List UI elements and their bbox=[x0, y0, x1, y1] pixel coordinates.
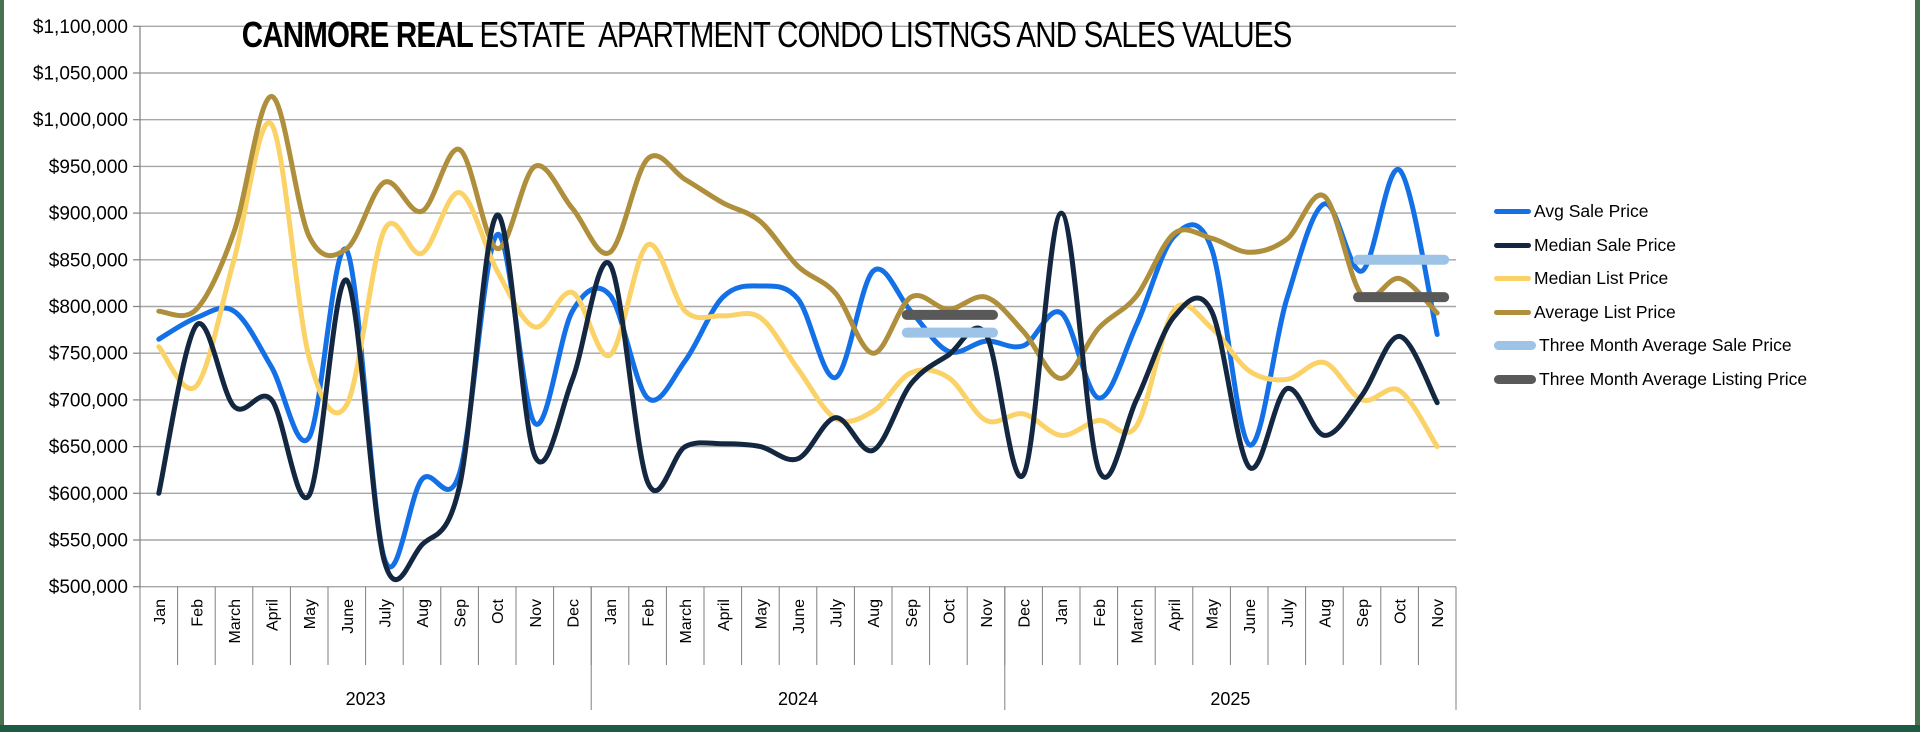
y-axis-label: $900,000 bbox=[49, 204, 128, 225]
y-axis-label: $750,000 bbox=[49, 344, 128, 365]
chart-border-left bbox=[0, 0, 4, 732]
month-label: Oct bbox=[490, 598, 507, 623]
month-label: Nov bbox=[1430, 599, 1447, 627]
y-axis-label: $1,100,000 bbox=[33, 17, 128, 38]
month-label: Nov bbox=[528, 599, 545, 627]
y-axis-label: $1,050,000 bbox=[33, 64, 128, 85]
month-label: May bbox=[302, 599, 319, 629]
month-label: Jan bbox=[1054, 599, 1071, 625]
legend-swatch-median-sale-price bbox=[1494, 242, 1531, 248]
y-axis-label: $1,000,000 bbox=[33, 110, 128, 131]
month-label: Oct bbox=[1393, 598, 1410, 623]
month-label: Feb bbox=[641, 599, 658, 627]
month-label: May bbox=[753, 599, 770, 629]
chart-border-bottom bbox=[0, 725, 1920, 732]
legend-swatch-median-list-price bbox=[1494, 276, 1531, 282]
legend-swatch-average-list-price bbox=[1494, 309, 1531, 315]
month-label: Oct bbox=[941, 598, 958, 623]
legend-swatch-avg-sale-price bbox=[1494, 209, 1531, 215]
year-label: 2023 bbox=[346, 689, 386, 709]
legend: Avg Sale Price Median Sale Price Median … bbox=[1494, 195, 1807, 396]
month-label: Sep bbox=[1355, 599, 1372, 628]
month-label: July bbox=[829, 599, 846, 627]
month-label: March bbox=[678, 599, 695, 643]
month-label: April bbox=[265, 599, 282, 631]
month-label: April bbox=[1167, 599, 1184, 631]
month-label: Nov bbox=[979, 599, 996, 627]
series-line-median-list-price bbox=[156, 120, 1440, 450]
month-label: July bbox=[1280, 599, 1297, 627]
month-label: Jan bbox=[603, 599, 620, 625]
month-label: Dec bbox=[1017, 599, 1034, 627]
chart-title-rest: ESTATE APARTMENT CONDO LISTNGS AND SALES… bbox=[479, 14, 1293, 55]
chart-border-right bbox=[1915, 0, 1920, 732]
month-label: Sep bbox=[453, 599, 470, 628]
month-label: June bbox=[791, 599, 808, 634]
year-label: 2025 bbox=[1210, 689, 1250, 709]
chart-title-bold: CANMORE REAL bbox=[241, 14, 474, 55]
legend-label: Avg Sale Price bbox=[1534, 201, 1649, 222]
y-axis-label: $550,000 bbox=[49, 531, 128, 552]
legend-swatch-three-month-average-listing-price bbox=[1494, 374, 1536, 384]
month-label: April bbox=[716, 599, 733, 631]
legend-label: Average List Price bbox=[1534, 301, 1676, 322]
y-axis-label: $950,000 bbox=[49, 157, 128, 178]
month-label: June bbox=[340, 599, 357, 634]
y-axis-label: $600,000 bbox=[49, 484, 128, 505]
y-axis-label: $800,000 bbox=[49, 297, 128, 318]
month-label: Dec bbox=[565, 599, 582, 627]
month-label: Aug bbox=[1317, 599, 1334, 627]
y-axis-label: $650,000 bbox=[49, 437, 128, 458]
legend-item-three-month-average-sale-price: Three Month Average Sale Price bbox=[1494, 329, 1807, 363]
month-label: May bbox=[1205, 599, 1222, 629]
month-label: Sep bbox=[904, 599, 921, 628]
month-label: Aug bbox=[415, 599, 432, 627]
legend-item-average-list-price: Average List Price bbox=[1494, 296, 1807, 330]
chart-title: CANMORE REAL ESTATE APARTMENT CONDO LISTN… bbox=[241, 14, 1293, 56]
month-label: Feb bbox=[189, 599, 206, 627]
legend-swatch-three-month-average-sale-price bbox=[1494, 341, 1536, 351]
month-label: June bbox=[1242, 599, 1259, 634]
legend-label: Three Month Average Listing Price bbox=[1539, 368, 1808, 389]
month-label: July bbox=[377, 599, 394, 627]
legend-item-median-list-price: Median List Price bbox=[1494, 262, 1807, 296]
y-axis-label: $500,000 bbox=[49, 577, 128, 598]
month-label: Feb bbox=[1092, 599, 1109, 627]
legend-label: Median Sale Price bbox=[1534, 234, 1677, 255]
y-axis-label: $700,000 bbox=[49, 390, 128, 411]
year-label: 2024 bbox=[778, 689, 818, 709]
month-label: March bbox=[1129, 599, 1146, 643]
y-axis-label: $850,000 bbox=[49, 250, 128, 271]
legend-item-three-month-average-listing-price: Three Month Average Listing Price bbox=[1494, 363, 1807, 397]
legend-label: Three Month Average Sale Price bbox=[1539, 335, 1792, 356]
series-line-average-list-price bbox=[156, 93, 1440, 381]
legend-item-avg-sale-price: Avg Sale Price bbox=[1494, 195, 1807, 229]
month-label: Aug bbox=[866, 599, 883, 627]
month-label: March bbox=[227, 599, 244, 643]
series-line-median-sale-price bbox=[156, 210, 1440, 583]
month-label: Jan bbox=[152, 599, 169, 625]
legend-label: Median List Price bbox=[1534, 268, 1669, 289]
legend-item-median-sale-price: Median Sale Price bbox=[1494, 229, 1807, 263]
